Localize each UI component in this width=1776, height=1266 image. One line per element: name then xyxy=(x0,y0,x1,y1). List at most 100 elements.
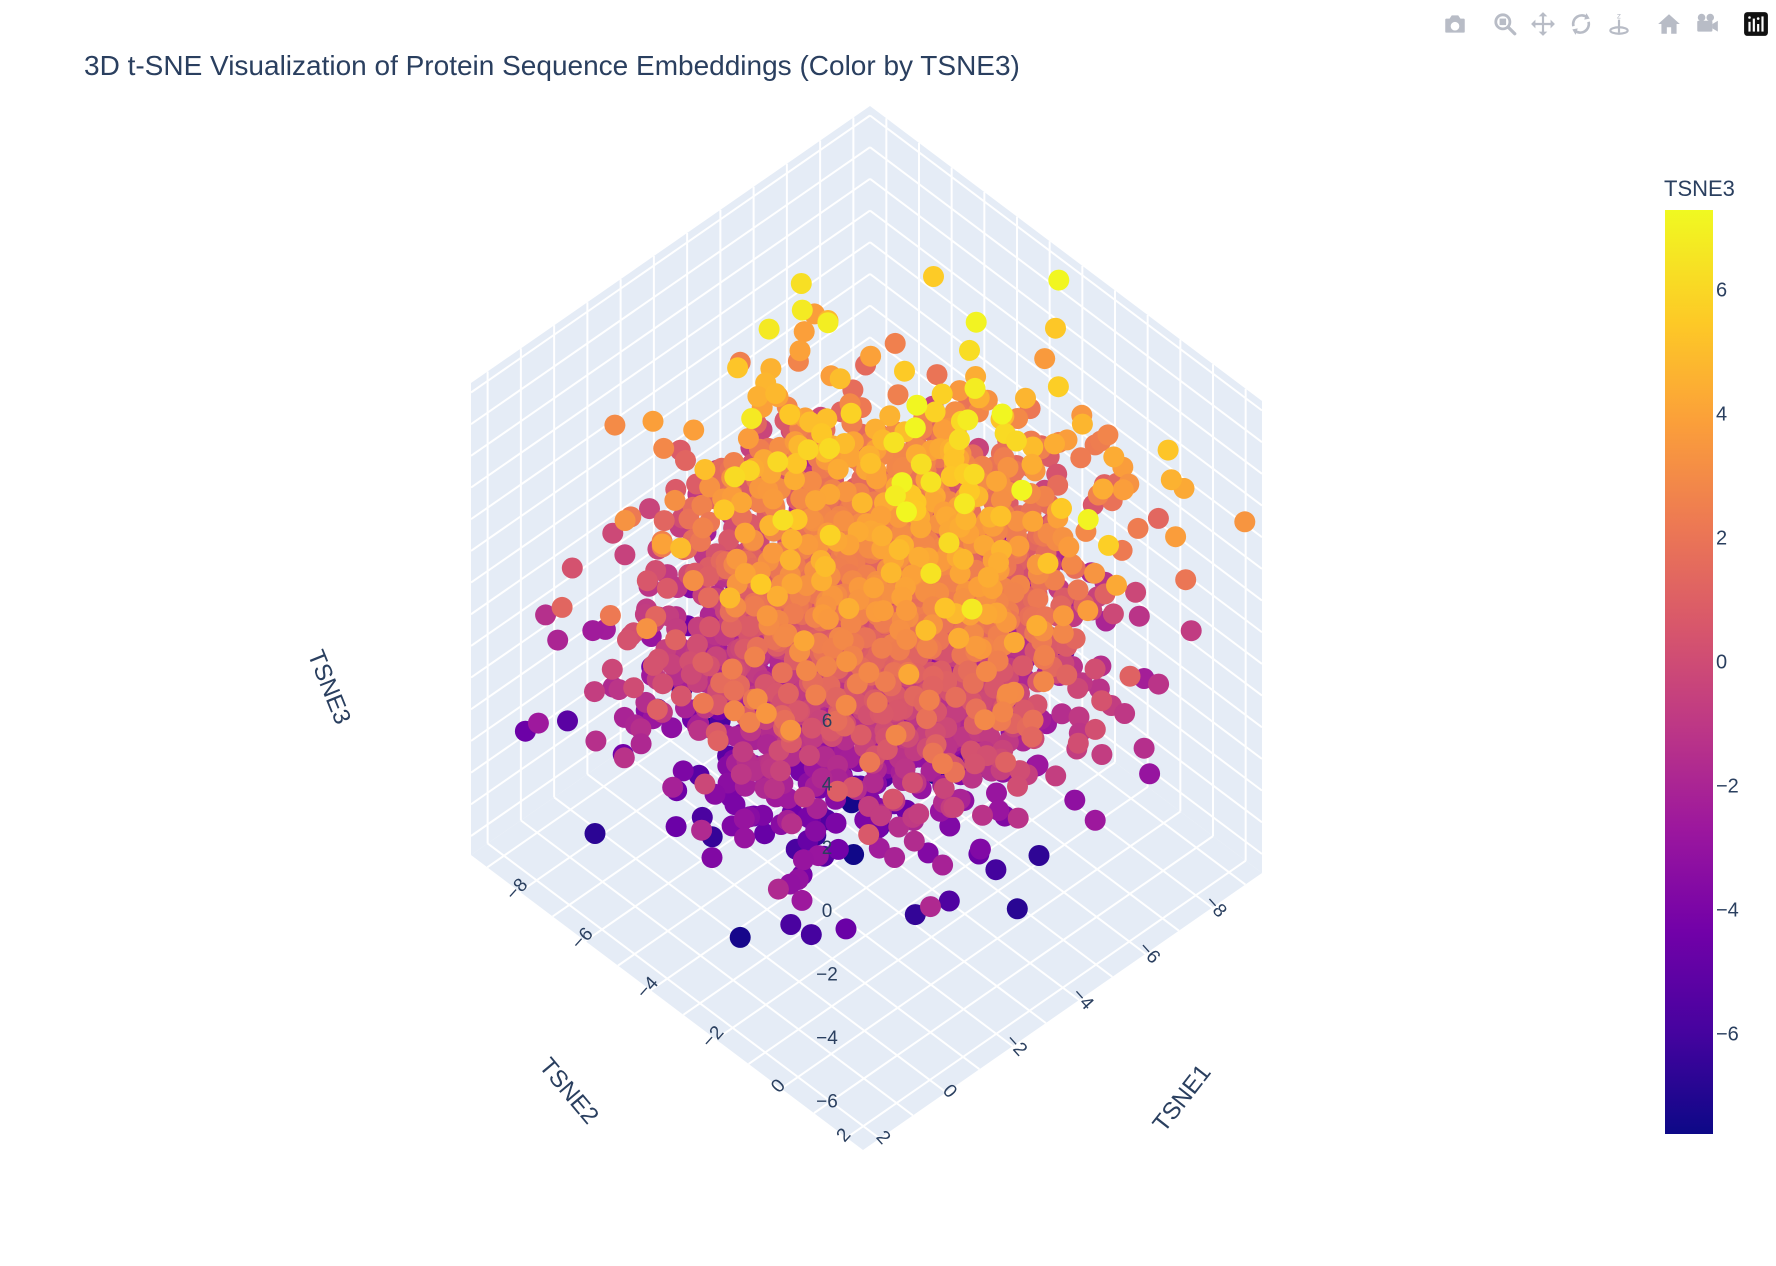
data-point xyxy=(896,501,917,523)
data-point xyxy=(1047,376,1069,398)
data-point xyxy=(694,459,716,480)
z-gridline xyxy=(869,209,1263,507)
data-point xyxy=(1052,605,1074,627)
z-gridline xyxy=(869,304,1263,602)
data-point xyxy=(721,616,742,638)
data-point xyxy=(1077,509,1099,530)
data-point xyxy=(1092,478,1114,500)
data-point xyxy=(653,437,675,459)
data-point xyxy=(870,805,892,827)
data-point xyxy=(1067,732,1089,754)
data-point xyxy=(781,528,803,550)
data-point xyxy=(827,780,848,802)
data-point xyxy=(793,630,815,652)
data-point xyxy=(724,466,746,488)
data-point xyxy=(1022,436,1044,458)
reset-camera-icon[interactable] xyxy=(1650,5,1688,43)
data-point xyxy=(1033,671,1055,693)
z-tick-label: −6 xyxy=(816,1091,838,1112)
data-point xyxy=(850,724,872,746)
data-point xyxy=(1051,497,1072,519)
plotly-logo-icon[interactable] xyxy=(1738,5,1776,43)
data-point xyxy=(991,403,1013,425)
data-point xyxy=(969,838,991,860)
data-point xyxy=(527,712,549,734)
data-point xyxy=(835,918,857,940)
data-point xyxy=(888,539,910,560)
data-point xyxy=(763,778,785,800)
data-point xyxy=(872,600,894,622)
data-point xyxy=(829,368,851,390)
data-point xyxy=(547,629,569,651)
data-point xyxy=(858,824,880,845)
data-point xyxy=(797,534,819,555)
data-point xyxy=(642,654,664,676)
data-point xyxy=(817,312,839,334)
data-point xyxy=(723,680,745,702)
data-point xyxy=(617,629,638,651)
data-point xyxy=(1084,809,1106,831)
data-point xyxy=(729,926,751,948)
data-point xyxy=(665,629,687,651)
data-point xyxy=(915,619,937,641)
data-point xyxy=(777,682,799,704)
data-point xyxy=(835,694,857,716)
data-point xyxy=(1084,658,1106,680)
data-point xyxy=(902,772,923,794)
data-point xyxy=(699,616,721,638)
data-point xyxy=(1165,526,1187,548)
data-point xyxy=(1157,439,1179,461)
data-point xyxy=(954,493,975,515)
data-point xyxy=(1026,615,1048,636)
x-gridline xyxy=(780,810,1181,1090)
last-save-camera-icon[interactable] xyxy=(1688,5,1726,43)
download-plot-icon[interactable] xyxy=(1436,5,1474,43)
data-point xyxy=(741,408,763,429)
data-point xyxy=(762,488,784,510)
pan-icon[interactable] xyxy=(1524,5,1562,43)
data-point xyxy=(1128,605,1150,627)
data-point xyxy=(1003,632,1025,653)
data-point xyxy=(882,788,904,810)
data-point xyxy=(793,321,815,343)
z-gridline xyxy=(869,114,1263,412)
data-point xyxy=(990,489,1012,511)
data-point xyxy=(1034,348,1056,370)
data-point xyxy=(840,402,862,424)
data-point xyxy=(952,548,974,570)
data-point xyxy=(604,414,626,436)
data-point xyxy=(719,587,741,609)
orbit-rotation-icon[interactable] xyxy=(1562,5,1600,43)
data-point xyxy=(780,719,802,741)
colorbar-title: TSNE3 xyxy=(1664,176,1735,201)
data-point xyxy=(599,605,621,626)
data-point xyxy=(755,702,777,724)
data-point xyxy=(734,522,756,544)
data-point xyxy=(948,627,970,649)
data-point xyxy=(739,615,761,637)
data-point xyxy=(692,651,714,673)
data-point xyxy=(975,661,997,682)
data-point xyxy=(601,658,623,680)
data-point xyxy=(670,685,692,707)
data-point xyxy=(894,360,915,382)
turntable-rotation-icon[interactable]: z xyxy=(1600,5,1638,43)
data-point xyxy=(1119,665,1141,687)
data-point xyxy=(672,760,694,782)
data-point xyxy=(585,730,607,752)
data-point xyxy=(727,357,749,379)
zoom-icon[interactable] xyxy=(1486,5,1524,43)
data-point xyxy=(1103,446,1125,468)
data-point xyxy=(770,760,791,782)
data-point xyxy=(1077,600,1099,622)
z-gridline xyxy=(470,178,871,457)
colorbar-tick-label: −2 xyxy=(1716,775,1739,798)
data-point xyxy=(908,546,930,568)
modebar: z xyxy=(1436,4,1776,44)
data-point xyxy=(664,489,686,511)
data-point xyxy=(692,517,714,539)
data-point xyxy=(1067,579,1089,601)
data-point xyxy=(639,498,660,520)
